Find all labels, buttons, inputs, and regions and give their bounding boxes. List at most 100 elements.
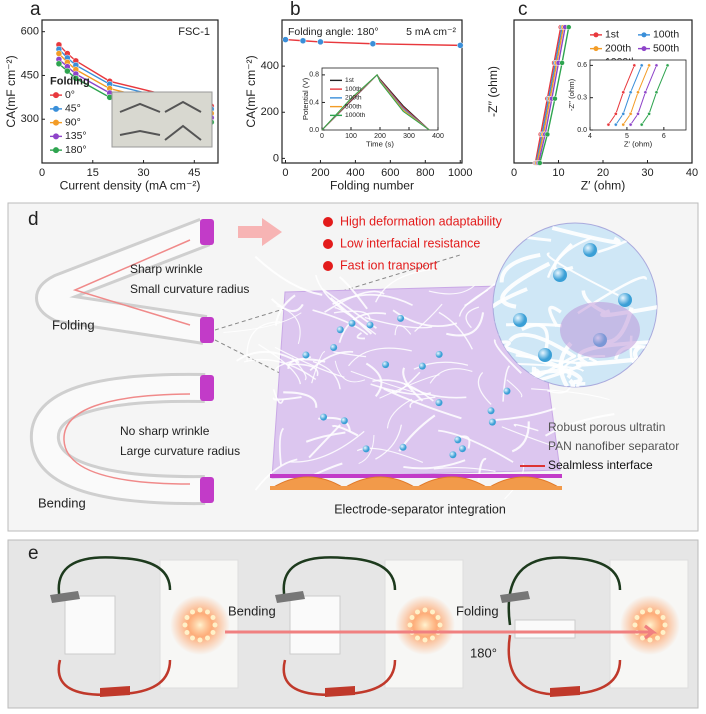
- series-line: [622, 65, 650, 125]
- fiber: [375, 268, 437, 303]
- x-tick-label: 5: [625, 133, 629, 140]
- marker: [457, 42, 464, 49]
- legend-label: 1000th: [345, 112, 366, 119]
- fiber: [402, 367, 424, 402]
- wire-black: [282, 556, 397, 601]
- fiber: [477, 371, 492, 405]
- led: [182, 622, 188, 628]
- legend-label: 0°: [65, 90, 75, 101]
- y-tick-label: 0.3: [577, 95, 587, 102]
- legend-label: 1st: [345, 77, 354, 84]
- fiber: [501, 426, 556, 448]
- fiber: [392, 309, 458, 328]
- led: [662, 622, 668, 628]
- panel-label: a: [30, 0, 41, 20]
- zoom-pore: [560, 302, 640, 358]
- led: [190, 609, 195, 615]
- marker: [647, 111, 651, 116]
- y-axis-label: CA(mF cm⁻²): [4, 55, 18, 127]
- marker: [282, 36, 289, 43]
- ion: [418, 362, 426, 370]
- fiber: [254, 255, 323, 296]
- ion: [362, 445, 370, 453]
- x-tick-label: 0: [320, 133, 324, 140]
- ion: [397, 314, 405, 322]
- marker: [665, 63, 670, 68]
- ion: [330, 344, 338, 352]
- fiber: [272, 396, 302, 401]
- ion: [503, 387, 511, 395]
- fiber: [511, 421, 530, 453]
- zoom-ion: [583, 243, 597, 257]
- step-label: Folding: [456, 603, 499, 618]
- bend-note: Large curvature radius: [120, 444, 240, 458]
- x-tick-label: 400: [432, 133, 444, 140]
- legend-label: 200th: [605, 43, 631, 54]
- marker: [613, 111, 618, 116]
- marker: [628, 111, 633, 116]
- x-axis-label: Time (s): [366, 140, 394, 149]
- legend-swatch: [53, 147, 59, 154]
- device: [514, 619, 576, 639]
- y-tick-label: 300: [21, 113, 39, 125]
- panel-e-art: [7, 539, 699, 709]
- x-tick-label: 300: [403, 133, 415, 140]
- legend-label: 45°: [65, 104, 81, 115]
- inset-photo: [111, 91, 213, 148]
- led: [647, 607, 653, 613]
- x-tick-label: 0: [511, 167, 517, 179]
- led: [197, 607, 203, 613]
- fiber: [413, 361, 469, 370]
- fiber: [311, 351, 326, 384]
- zoom-fiber: [548, 305, 562, 327]
- fiber: [332, 293, 413, 307]
- legend-swatch: [53, 133, 59, 140]
- bend-tube: [32, 375, 206, 503]
- marker: [559, 60, 565, 66]
- zoom-ion: [538, 348, 552, 362]
- glow: [170, 595, 230, 655]
- fiber: [274, 294, 296, 326]
- annotation: 5 mA cm⁻²: [406, 26, 456, 38]
- fiber: [331, 424, 359, 437]
- ion: [435, 350, 443, 358]
- led: [647, 637, 653, 643]
- x-tick-label: 40: [686, 167, 698, 179]
- feature: Fast ion transport: [340, 258, 438, 272]
- led: [409, 615, 415, 620]
- inset-photo-art: [119, 100, 202, 141]
- y-tick-label: 0.0: [577, 127, 587, 134]
- led: [430, 635, 435, 641]
- marker: [636, 111, 640, 116]
- ion: [399, 443, 407, 451]
- ion: [366, 321, 374, 329]
- series-line: [630, 65, 657, 125]
- x-tick-label: 0: [39, 167, 45, 179]
- fold-note: Sharp wrinkle: [130, 262, 203, 276]
- legend-label: 1st: [605, 30, 619, 41]
- y-tick-label: 0.6: [577, 62, 587, 69]
- ion: [302, 351, 310, 359]
- series-line: [615, 65, 643, 125]
- fiber: [288, 363, 319, 377]
- fold-label: Folding: [52, 317, 95, 332]
- legend-label: 180°: [65, 145, 87, 156]
- marker: [613, 122, 618, 127]
- zoom-fiber: [493, 287, 528, 326]
- electrode-base: [270, 486, 562, 490]
- device: [64, 595, 116, 655]
- zoom-ion: [513, 313, 527, 327]
- marker: [621, 122, 626, 127]
- x-axis-label: Current density (mA cm⁻²): [60, 178, 201, 192]
- x-tick-label: 30: [641, 167, 653, 179]
- fiber: [465, 306, 480, 329]
- x-tick-label: 6: [662, 133, 666, 140]
- glow: [620, 595, 680, 655]
- led: [422, 607, 428, 613]
- fiber: [438, 429, 514, 463]
- y-axis-label: CA(mF cm⁻²): [244, 55, 258, 127]
- marker: [299, 37, 307, 45]
- led: [632, 622, 638, 628]
- led: [184, 615, 190, 620]
